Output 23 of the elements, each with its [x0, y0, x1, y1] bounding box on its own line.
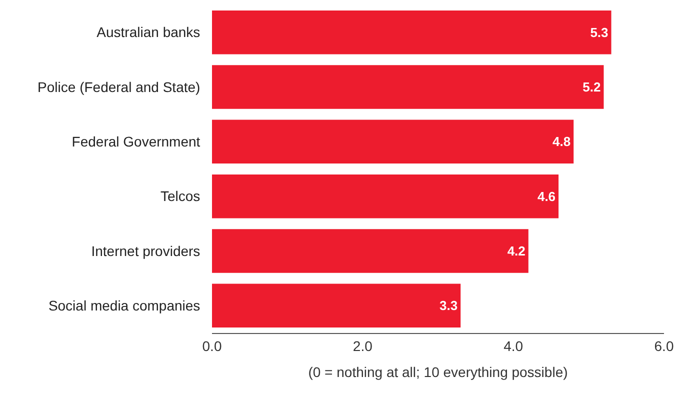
data-label: 4.6: [537, 188, 556, 204]
bar: [212, 174, 559, 218]
y-tick-label: Internet providers: [91, 242, 200, 259]
data-label: 4.2: [507, 244, 526, 258]
bar: [212, 284, 461, 328]
data-label: 5.2: [582, 80, 601, 94]
x-tick-label: 2.0: [352, 338, 373, 354]
y-tick-label: Federal Government: [72, 134, 200, 150]
x-tick-label: 0.0: [202, 338, 222, 354]
x-tick-label: 4.0: [504, 338, 524, 354]
y-tick-label: Social media companies: [48, 298, 200, 314]
data-label: 4.8: [552, 134, 571, 150]
bar: [212, 65, 604, 109]
bar: [212, 120, 574, 164]
data-label: 3.3: [440, 298, 458, 314]
x-tick-label: 6.0: [654, 338, 674, 354]
bar: [212, 10, 612, 54]
x-axis-title: (0 = nothing at all; 10 everything possible): [308, 364, 568, 380]
y-tick-label: Police (Federal and State): [38, 78, 200, 95]
y-tick-label: Telcos: [160, 188, 200, 204]
y-tick-label: Australian banks: [96, 24, 200, 40]
bar: [212, 229, 528, 273]
data-label: 5.3: [590, 24, 608, 40]
